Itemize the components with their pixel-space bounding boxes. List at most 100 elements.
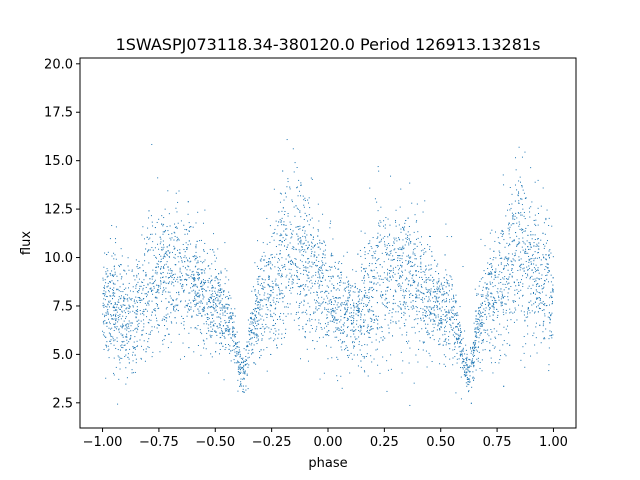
data-point	[248, 327, 250, 329]
data-point	[476, 336, 478, 338]
data-point	[245, 355, 247, 357]
data-point	[120, 297, 122, 299]
data-point	[484, 245, 486, 247]
data-point	[201, 333, 203, 335]
data-point	[321, 272, 323, 274]
data-point	[329, 227, 331, 229]
data-point	[120, 318, 122, 320]
data-point	[388, 258, 390, 260]
data-point	[514, 252, 516, 254]
data-point	[473, 355, 475, 357]
data-point	[106, 306, 108, 308]
data-point	[521, 232, 523, 234]
data-point	[474, 342, 476, 344]
data-point	[510, 260, 512, 262]
data-point	[502, 344, 504, 346]
data-point	[114, 318, 116, 320]
data-point	[120, 306, 122, 308]
data-point	[208, 317, 210, 319]
data-point	[330, 346, 332, 348]
data-point	[409, 404, 411, 406]
data-point	[266, 265, 268, 267]
data-point	[331, 315, 333, 317]
data-point	[469, 375, 471, 377]
data-point	[119, 313, 121, 315]
data-point	[477, 327, 479, 329]
data-point	[228, 297, 230, 299]
data-point	[534, 214, 536, 216]
data-point	[317, 280, 319, 282]
data-point	[272, 299, 274, 301]
data-point	[416, 245, 418, 247]
data-point	[403, 314, 405, 316]
data-point	[538, 245, 540, 247]
data-point	[388, 254, 390, 256]
data-point	[111, 255, 113, 257]
data-point	[249, 317, 251, 319]
data-point	[201, 273, 203, 275]
data-point	[156, 305, 158, 307]
data-point	[390, 252, 392, 254]
data-point	[455, 392, 457, 394]
data-point	[242, 367, 244, 369]
data-point	[290, 223, 292, 225]
data-point	[528, 258, 530, 260]
data-point	[417, 289, 419, 291]
data-point	[224, 332, 225, 334]
data-point	[220, 318, 222, 320]
data-point	[540, 239, 542, 241]
data-point	[126, 377, 128, 379]
data-point	[343, 302, 345, 304]
data-point	[456, 342, 458, 344]
data-point	[228, 329, 230, 331]
data-point	[489, 264, 491, 266]
data-point	[218, 323, 220, 325]
data-point	[404, 222, 406, 224]
data-point	[161, 246, 163, 248]
data-point	[242, 358, 244, 360]
data-point	[542, 287, 544, 289]
data-point	[142, 282, 144, 284]
data-point	[392, 272, 394, 274]
data-point	[214, 323, 216, 325]
data-point	[336, 329, 338, 331]
data-point	[342, 341, 344, 343]
data-point	[420, 261, 422, 263]
data-point	[446, 320, 448, 322]
data-point	[327, 303, 329, 305]
data-point	[163, 244, 164, 246]
data-point	[215, 342, 217, 344]
data-point	[300, 291, 302, 293]
data-point	[382, 303, 384, 305]
data-point	[499, 254, 501, 256]
data-point	[435, 290, 437, 292]
data-point	[136, 290, 138, 292]
data-point	[459, 346, 461, 348]
data-point	[441, 285, 443, 287]
data-point	[212, 314, 214, 316]
data-point	[318, 308, 320, 310]
data-point	[158, 324, 160, 326]
data-point	[197, 274, 199, 276]
data-point	[105, 345, 107, 347]
data-point	[158, 248, 160, 250]
data-point	[194, 285, 196, 287]
data-point	[319, 275, 321, 277]
data-point	[525, 343, 527, 345]
data-point	[493, 297, 495, 299]
data-point	[104, 314, 106, 316]
data-point	[401, 317, 403, 319]
data-point	[143, 349, 145, 351]
data-point	[521, 246, 523, 248]
data-point	[274, 280, 276, 282]
data-point	[531, 255, 533, 257]
data-point	[454, 349, 456, 351]
data-point	[269, 310, 271, 312]
data-point	[387, 324, 389, 326]
data-point	[233, 334, 235, 336]
data-point	[269, 286, 271, 288]
data-point	[197, 278, 199, 280]
data-point	[408, 260, 410, 262]
data-point	[523, 192, 525, 194]
data-point	[135, 259, 137, 261]
